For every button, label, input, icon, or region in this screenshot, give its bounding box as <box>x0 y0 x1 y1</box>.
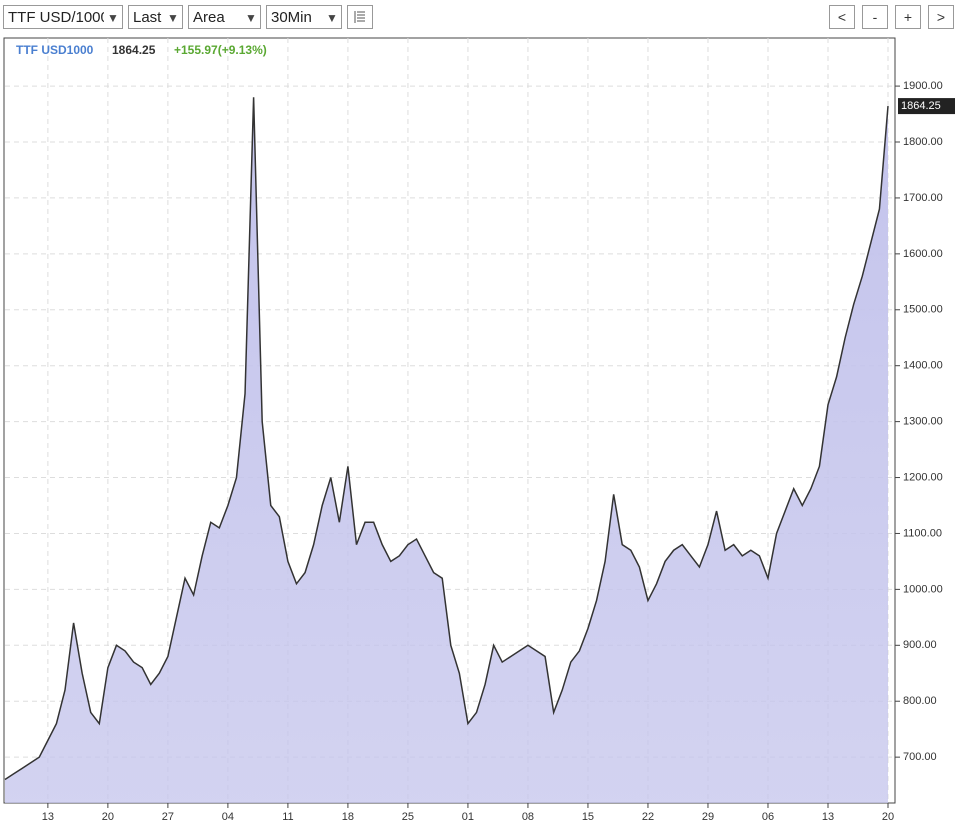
price-tag <box>898 98 955 115</box>
style: Area <box>193 9 225 26</box>
x-tick-label: 27 <box>162 811 174 823</box>
style-select[interactable]: Area ▼ <box>188 5 261 29</box>
x-tick-label: 22 <box>642 811 654 823</box>
y-tick-label: 1600.00 <box>903 248 943 260</box>
y-tick-label: 1400.00 <box>903 360 943 372</box>
x-tick-label: 11 <box>282 811 293 823</box>
area-line <box>4 97 889 781</box>
x-tick-label: 06 <box>762 811 774 823</box>
button[interactable]: < <box>829 5 855 29</box>
field: Last <box>133 9 162 26</box>
dropdown-arrow: ▼ <box>104 6 122 28</box>
y-tick-label: 1200.00 <box>903 471 943 483</box>
legend-last: 1864.25 <box>112 43 156 57</box>
legend-change: +155.97(+9.13%) <box>174 43 267 57</box>
x-tick-label: 18 <box>342 811 354 823</box>
y-tick-label: 800.00 <box>903 695 937 707</box>
x-tick-label: 20 <box>882 811 894 823</box>
table-button[interactable] <box>347 5 373 29</box>
y-tick-label: 1500.00 <box>903 304 943 316</box>
y-tick-label: 1800.00 <box>903 136 943 148</box>
symbol-select[interactable]: TTF USD/1000 ▼ <box>3 5 123 29</box>
button[interactable]: + <box>895 5 921 29</box>
y-tick-label: 900.00 <box>903 639 937 651</box>
x-tick-label: 13 <box>822 811 834 823</box>
x-tick-label: 15 <box>582 811 594 823</box>
dropdown-arrow: ▼ <box>242 6 260 28</box>
y-tick-label: 700.00 <box>903 751 937 763</box>
y-tick-label: 1700.00 <box>903 192 943 204</box>
x-tick-label: 08 <box>522 811 534 823</box>
dropdown-arrow: ▼ <box>164 6 182 28</box>
dropdown-arrow: ▼ <box>323 6 341 28</box>
x-tick-label: 25 <box>402 811 414 823</box>
y-tick-label: 1900.00 <box>903 80 943 92</box>
legend-name: TTF USD1000 <box>16 43 94 57</box>
x-tick-label: 20 <box>102 811 114 823</box>
x-tick-label: 29 <box>702 811 714 823</box>
x-tick-label: 01 <box>462 811 474 823</box>
x-tick-label: 04 <box>222 811 234 823</box>
y-tick-label: 1300.00 <box>903 416 943 428</box>
symbol: TTF USD/1000 <box>8 9 109 26</box>
button[interactable]: > <box>928 5 954 29</box>
y-tick-label: 1100.00 <box>903 527 942 539</box>
button[interactable]: - <box>862 5 888 29</box>
price-tag-label: 1864.25 <box>901 100 941 112</box>
interval: 30Min <box>271 9 312 26</box>
x-tick-label: 13 <box>42 811 54 823</box>
area-fill <box>5 97 888 804</box>
interval-select[interactable]: 30Min ▼ <box>266 5 342 29</box>
y-tick-label: 1000.00 <box>903 583 943 595</box>
field-select[interactable]: Last ▼ <box>128 5 183 29</box>
table-icon <box>354 11 365 23</box>
